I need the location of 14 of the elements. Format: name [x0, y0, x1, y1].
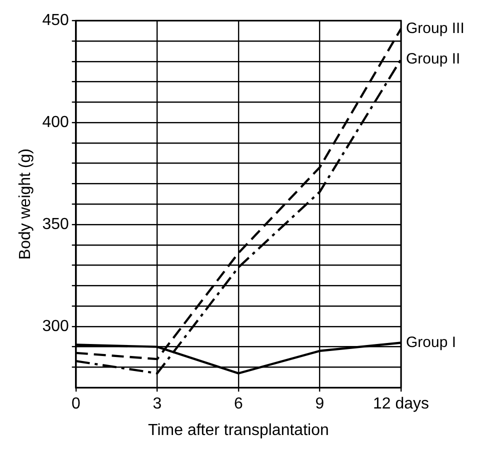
series-label: Group I	[406, 334, 456, 351]
y-axis-title: Body weight (g)	[17, 148, 34, 260]
x-tick-label: 0	[71, 396, 80, 413]
y-tick-label: 350	[42, 216, 69, 233]
y-tick-label: 300	[42, 318, 69, 335]
x-axis-title: Time after transplantation	[148, 422, 329, 439]
y-tick-label: 400	[42, 114, 69, 131]
x-tick-label: 3	[152, 396, 162, 413]
y-tick-label: 450	[42, 12, 69, 30]
x-tick-label: 9	[315, 396, 324, 413]
x-tick-label: 6	[234, 396, 243, 413]
series-label: Group III	[406, 20, 464, 37]
x-tick-label: 12 days	[372, 396, 430, 413]
series-label: Group II	[406, 50, 460, 68]
